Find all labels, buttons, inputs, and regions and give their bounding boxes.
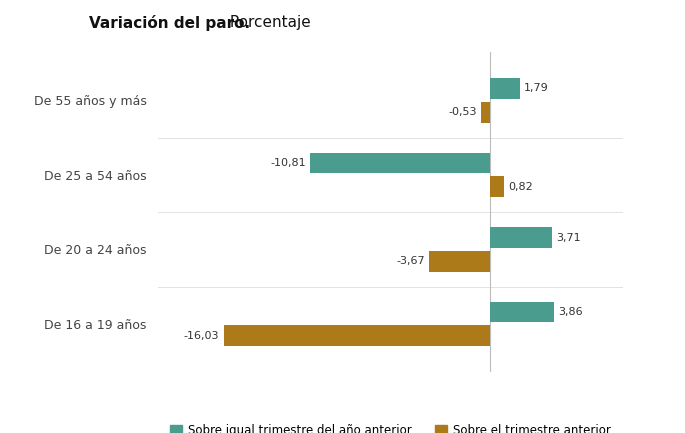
Text: Porcentaje: Porcentaje xyxy=(225,15,310,30)
Text: Variación del paro.: Variación del paro. xyxy=(89,15,250,31)
Text: -3,67: -3,67 xyxy=(397,256,425,266)
Bar xyxy=(490,227,552,248)
Bar xyxy=(490,176,504,197)
Text: 3,71: 3,71 xyxy=(556,233,581,242)
Text: 0,82: 0,82 xyxy=(508,182,533,192)
Bar xyxy=(223,326,490,346)
Bar xyxy=(490,302,554,323)
Bar xyxy=(490,78,520,99)
Text: -0,53: -0,53 xyxy=(449,107,477,117)
Text: 3,86: 3,86 xyxy=(559,307,583,317)
Text: -16,03: -16,03 xyxy=(184,331,219,341)
Text: 1,79: 1,79 xyxy=(524,84,549,94)
Legend: Sobre igual trimestre del año anterior, Sobre el trimestre anterior: Sobre igual trimestre del año anterior, … xyxy=(170,424,611,433)
Bar xyxy=(482,102,490,123)
Text: -10,81: -10,81 xyxy=(271,158,306,168)
Bar xyxy=(310,152,490,174)
Bar xyxy=(429,251,490,272)
